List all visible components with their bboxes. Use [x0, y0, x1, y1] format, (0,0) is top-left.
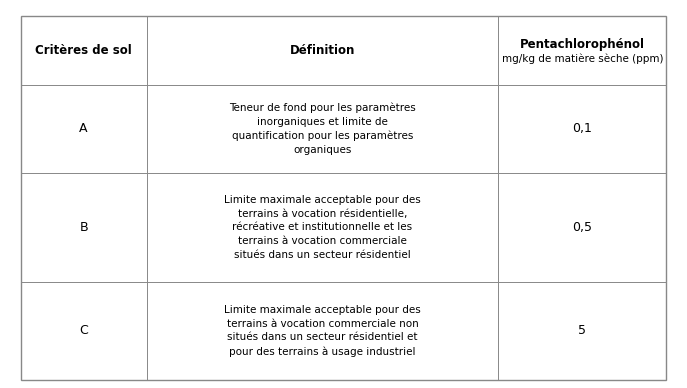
- Text: 0,1: 0,1: [572, 122, 592, 135]
- Text: mg/kg de matière sèche (ppm): mg/kg de matière sèche (ppm): [502, 53, 663, 64]
- Text: B: B: [79, 221, 88, 234]
- Text: Limite maximale acceptable pour des
terrains à vocation résidentielle,
récréativ: Limite maximale acceptable pour des terr…: [224, 195, 421, 260]
- Text: Pentachlorophénol: Pentachlorophénol: [520, 38, 645, 51]
- Text: C: C: [79, 324, 88, 338]
- Text: Teneur de fond pour les paramètres
inorganiques et limite de
quantification pour: Teneur de fond pour les paramètres inorg…: [229, 103, 416, 155]
- Text: Critères de sol: Critères de sol: [35, 43, 132, 57]
- Text: 5: 5: [578, 324, 587, 338]
- Text: Définition: Définition: [290, 43, 355, 57]
- Text: A: A: [79, 122, 88, 135]
- Text: 0,5: 0,5: [572, 221, 592, 234]
- Text: Limite maximale acceptable pour des
terrains à vocation commerciale non
situés d: Limite maximale acceptable pour des terr…: [224, 305, 421, 357]
